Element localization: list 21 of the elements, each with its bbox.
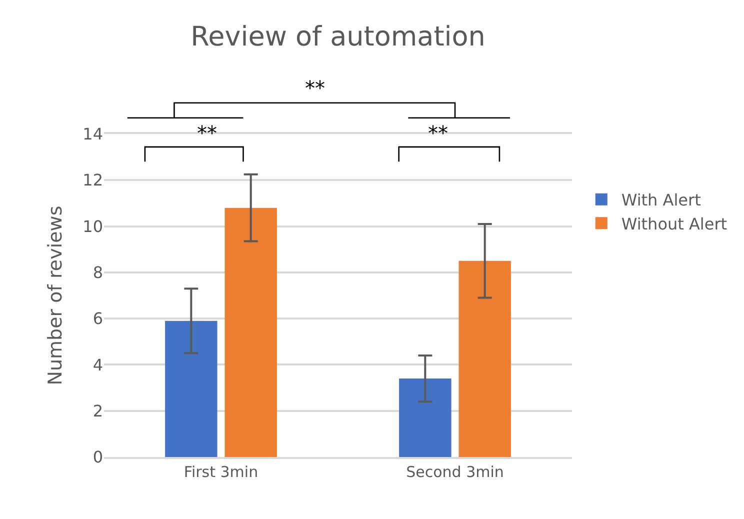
- y-axis-title: Number of reviews: [44, 206, 66, 386]
- y-tick-label: 6: [92, 309, 103, 328]
- y-tick-label: 12: [82, 170, 103, 190]
- bar: [165, 320, 218, 457]
- y-tick-label: 0: [92, 448, 103, 467]
- annotation: **: [428, 121, 448, 145]
- legend-label: With Alert: [621, 190, 701, 210]
- bar: [458, 260, 511, 457]
- x-tick-label: First 3min: [184, 462, 258, 481]
- y-tick-label: 8: [92, 263, 103, 282]
- legend-label: Without Alert: [621, 214, 728, 234]
- y-tick-label: 2: [92, 401, 103, 420]
- chart-title: Review of automation: [190, 21, 486, 52]
- bar: [224, 208, 277, 457]
- x-tick-label: Second 3min: [406, 462, 504, 481]
- bar: [399, 378, 452, 457]
- y-tick-label: 14: [82, 124, 103, 144]
- annotation: **: [197, 121, 217, 145]
- y-tick-label: 10: [82, 216, 103, 236]
- y-tick-label: 4: [92, 355, 103, 374]
- text: **: [305, 76, 325, 100]
